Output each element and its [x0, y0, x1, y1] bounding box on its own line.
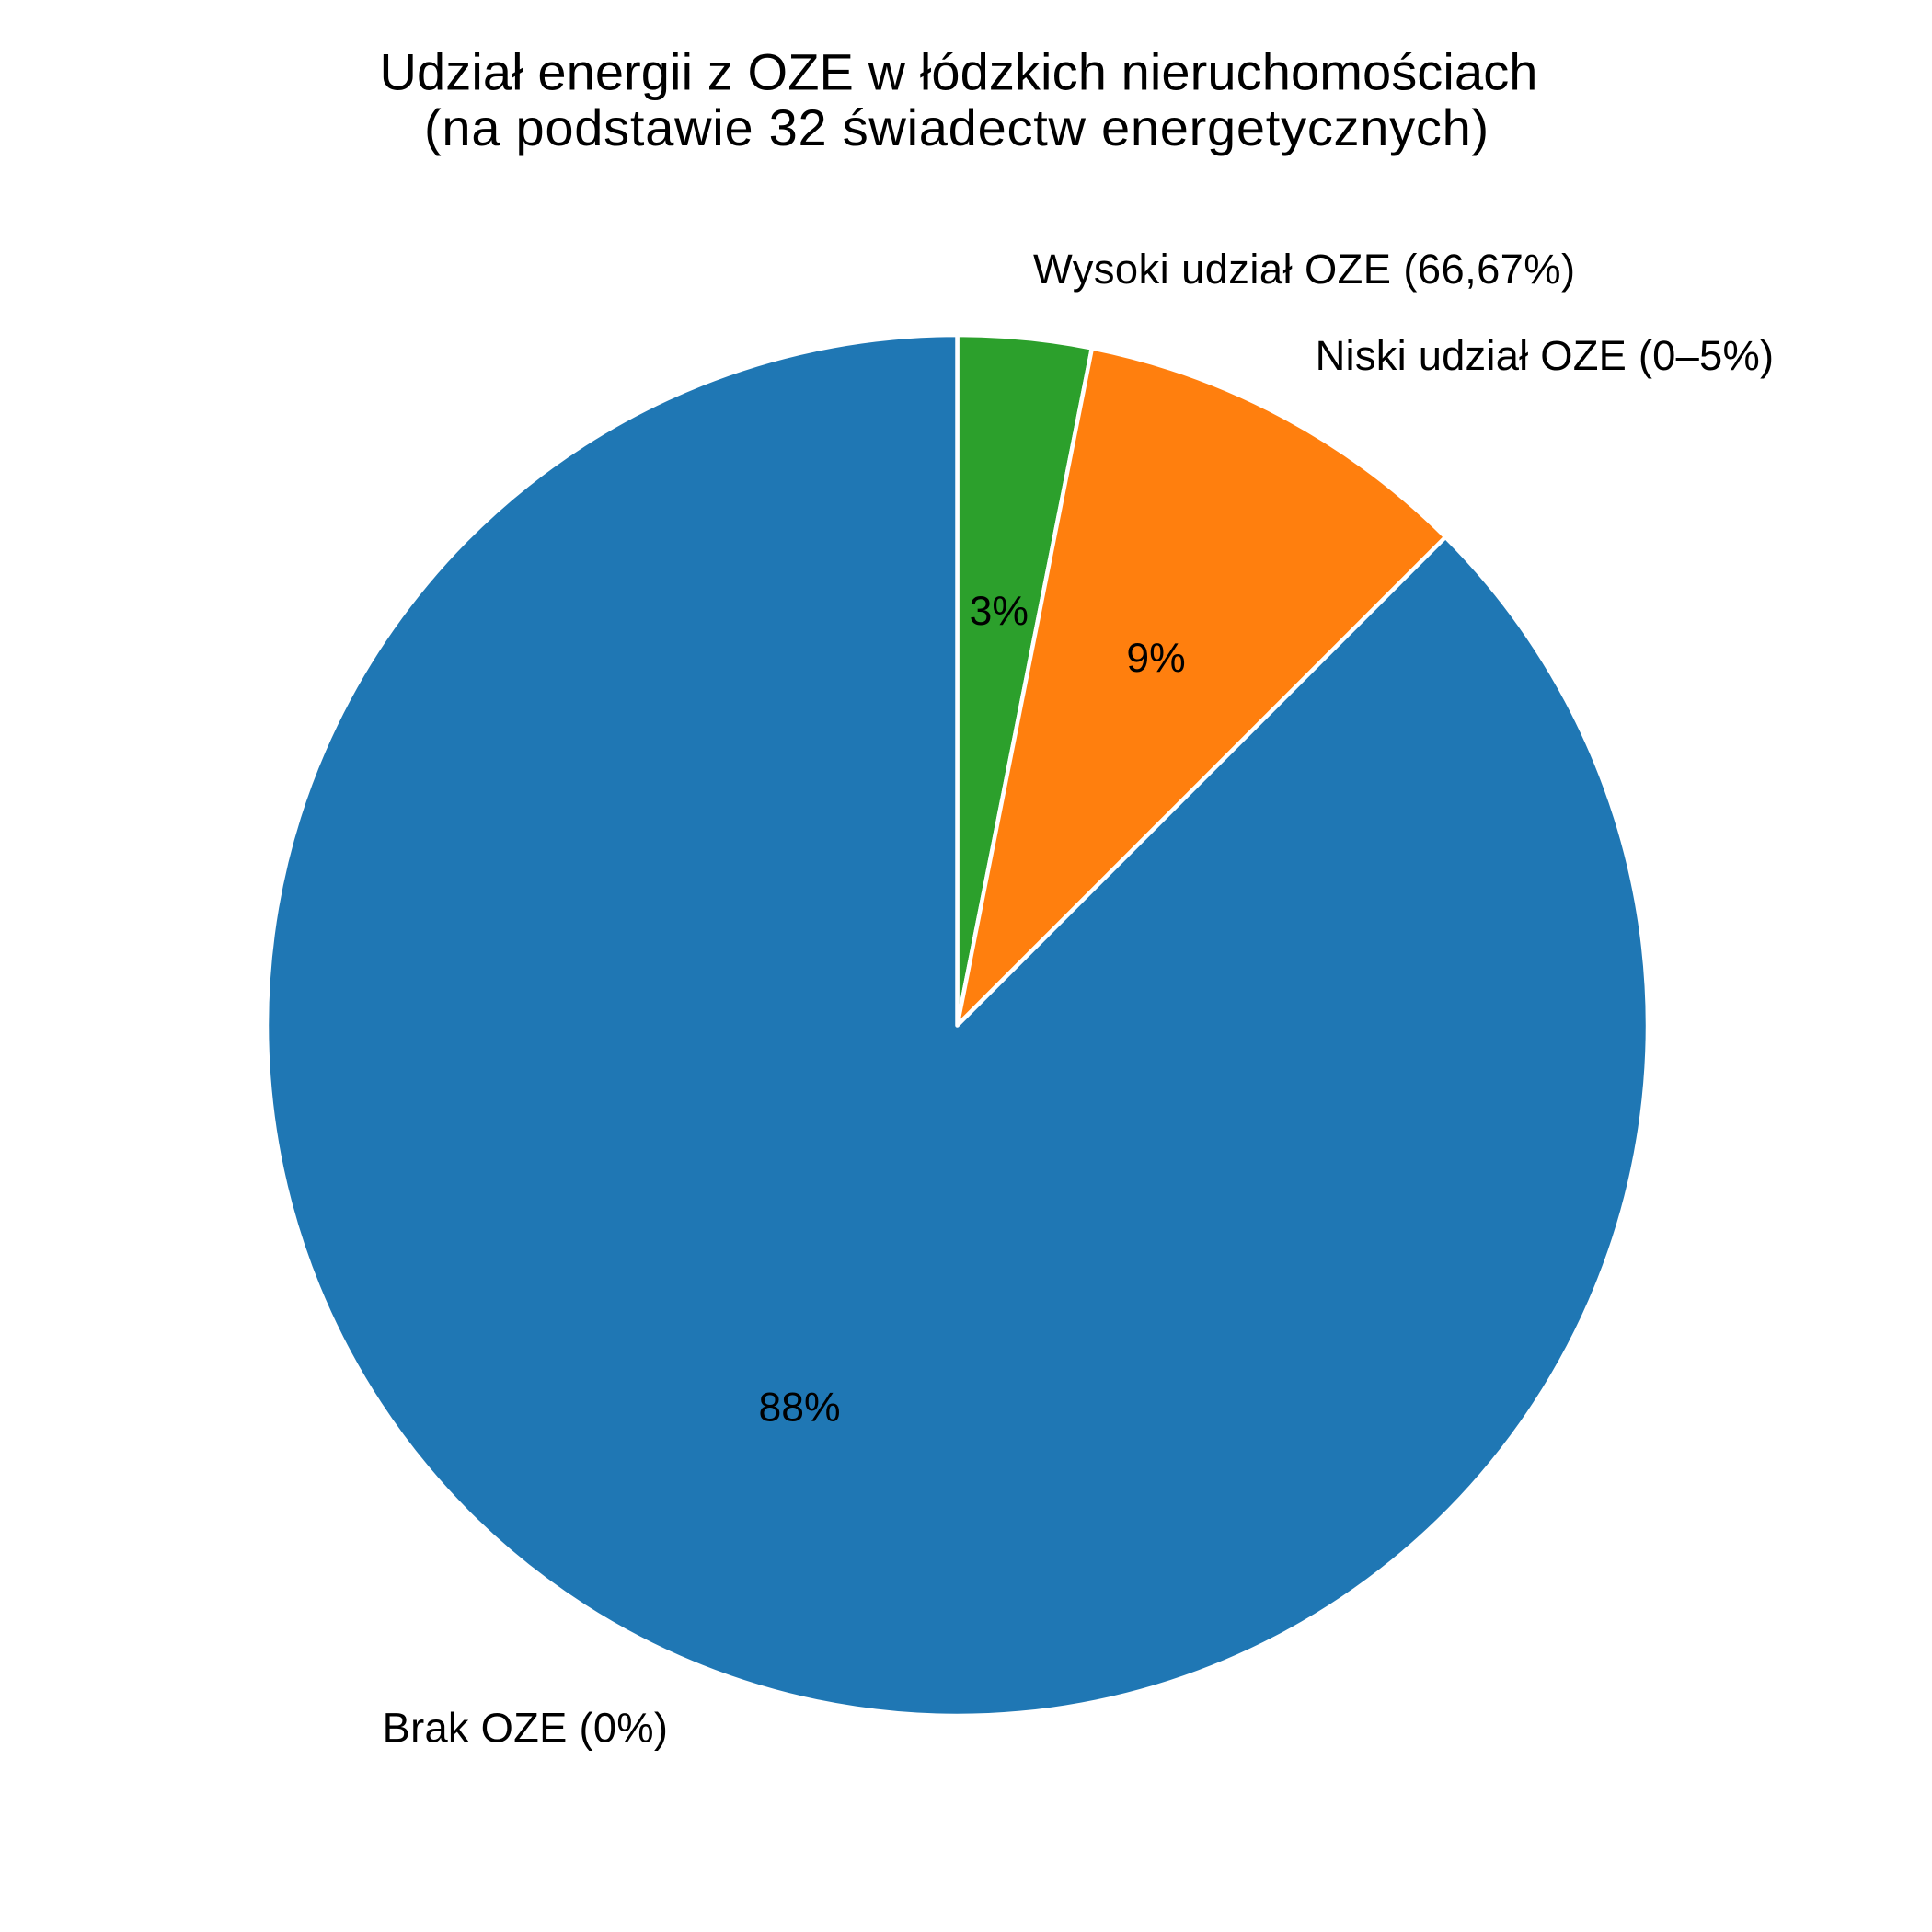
svg-text:(na podstawie 32 świadectw ene: (na podstawie 32 świadectw energetycznyc… — [424, 98, 1489, 156]
svg-text:Niski udział OZE (0–5%): Niski udział OZE (0–5%) — [1316, 332, 1775, 379]
svg-text:Brak OZE (0%): Brak OZE (0%) — [383, 1705, 669, 1752]
svg-text:9%: 9% — [1126, 636, 1185, 681]
svg-text:Wysoki udział OZE (66,67%): Wysoki udział OZE (66,67%) — [1033, 246, 1576, 293]
svg-text:3%: 3% — [970, 589, 1029, 634]
svg-text:88%: 88% — [759, 1386, 841, 1431]
svg-text:Udział energii z OZE w łódzkic: Udział energii z OZE w łódzkich nierucho… — [379, 43, 1537, 101]
